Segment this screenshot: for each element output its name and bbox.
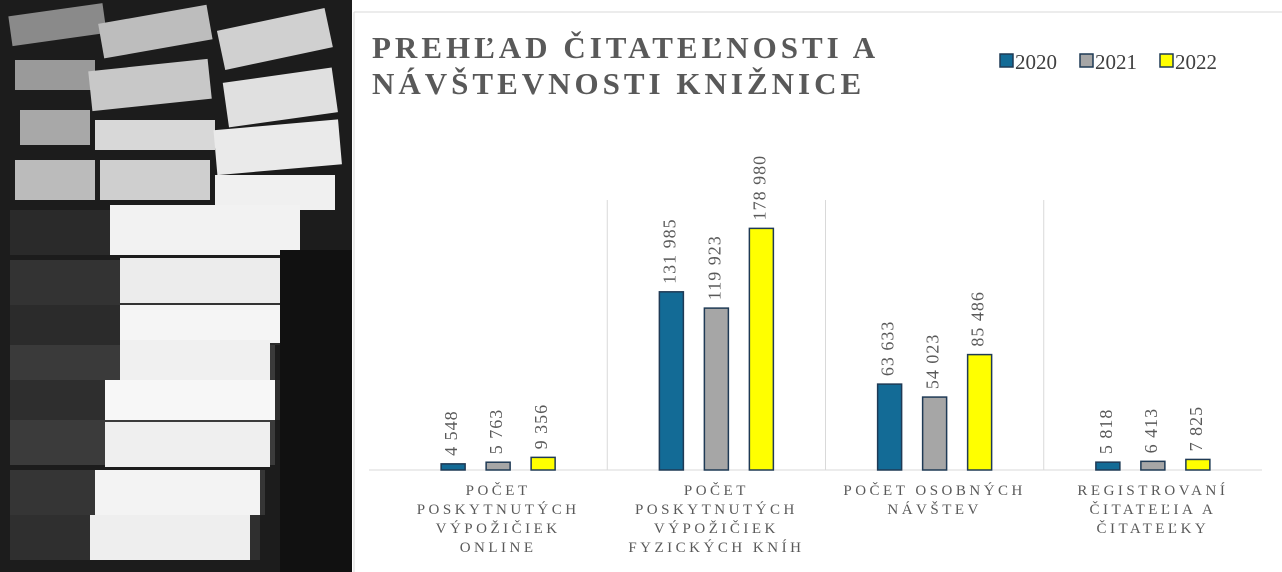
- data-label: 63 633: [878, 321, 898, 377]
- bar: [1186, 459, 1210, 470]
- data-label: 7 825: [1186, 406, 1206, 452]
- x-tick-label: REGISTROVANÍ ČITATEĽIA A ČITATEĽKY: [1058, 482, 1248, 539]
- x-tick-label: POČET OSOBNÝCH NÁVŠTEV: [840, 482, 1030, 520]
- data-label: 4 548: [441, 410, 461, 456]
- photo: [0, 0, 352, 572]
- bar: [704, 308, 728, 470]
- data-label: 85 486: [968, 291, 988, 347]
- data-label: 5 763: [486, 409, 506, 455]
- bar: [968, 355, 992, 470]
- bar: [1096, 462, 1120, 470]
- bar: [531, 457, 555, 470]
- legend-label: 2020: [1015, 50, 1057, 75]
- data-label: 54 023: [923, 334, 943, 390]
- data-label: 119 923: [705, 235, 725, 300]
- bar: [486, 462, 510, 470]
- legend-label: 2021: [1095, 50, 1137, 75]
- legend-label: 2022: [1175, 50, 1217, 75]
- data-label: 9 356: [531, 404, 551, 450]
- data-label: 131 985: [660, 218, 680, 284]
- bar: [878, 384, 902, 470]
- data-label: 178 980: [750, 155, 770, 221]
- legend-swatch: [1080, 54, 1093, 67]
- chart-title: PREHĽAD ČITATEĽNOSTI A NÁVŠTEVNOSTI KNIŽ…: [372, 30, 932, 102]
- bar: [441, 464, 465, 470]
- x-tick-label: POČET POSKYTNUTÝCH VÝPOŽIČIEK FYZICKÝCH …: [621, 482, 811, 558]
- bar: [659, 292, 683, 470]
- page: 4 548 5 763 9 356 131 985 119 923 178 980 63 6…: [0, 0, 1282, 572]
- bar: [923, 397, 947, 470]
- data-label: 6 413: [1141, 408, 1161, 454]
- x-tick-label: POČET POSKYTNUTÝCH VÝPOŽIČIEK ONLINE: [403, 482, 593, 558]
- bar: [749, 228, 773, 470]
- bar: [1141, 461, 1165, 470]
- data-label: 5 818: [1096, 409, 1116, 455]
- legend-swatch: [1000, 54, 1013, 67]
- legend-swatch: [1160, 54, 1173, 67]
